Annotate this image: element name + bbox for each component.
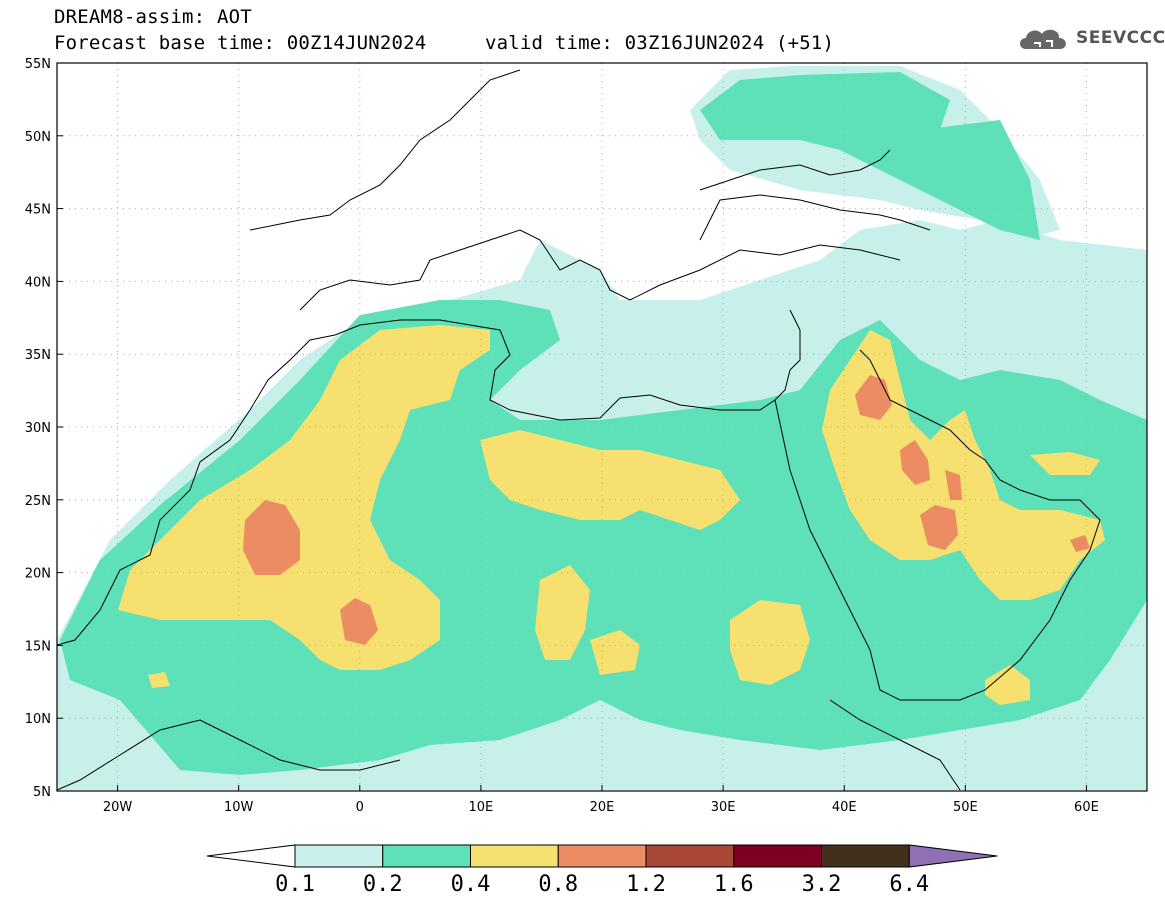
colorbar-swatch <box>821 844 910 868</box>
longitude-labels: 20W 10W 0 10E 20E 30E 40E 50E 60E <box>103 785 1099 815</box>
colorbar-swatch <box>733 844 822 868</box>
colorbar: 0.1 0.2 0.4 0.8 1.2 1.6 3.2 6.4 <box>206 844 998 897</box>
graticule <box>57 63 1147 791</box>
colorbar-max-arrow <box>908 844 998 868</box>
lon-tick-label: 40E <box>832 800 857 815</box>
colorbar-swatch <box>294 844 384 868</box>
lat-tick-label: 15N <box>25 639 51 654</box>
seevccc-logo: SEEVCCC <box>1016 22 1165 54</box>
cloud-icon <box>1020 29 1066 49</box>
lon-tick-label: 20E <box>590 800 615 815</box>
lat-tick-label: 55N <box>25 57 51 72</box>
colorbar-swatch <box>557 844 647 868</box>
map-title: DREAM8-assim: AOT <box>54 6 252 28</box>
colorbar-label: 0.2 <box>363 872 403 897</box>
valid-time: valid time: 03Z16JUN2024 (+51) <box>485 32 835 54</box>
lat-tick-label: 40N <box>25 275 51 290</box>
lon-tick-label: 10W <box>224 800 254 815</box>
lat-tick-label: 10N <box>25 712 51 727</box>
logo-text: SEEVCCC <box>1076 28 1165 48</box>
lat-tick-label: 50N <box>25 130 51 145</box>
lon-tick-label: 50E <box>953 800 978 815</box>
colorbar-label: 0.8 <box>538 872 578 897</box>
lat-tick-label: 30N <box>25 421 51 436</box>
lon-tick-label: 60E <box>1074 800 1099 815</box>
latitude-labels: 55N 50N 45N 40N 35N 30N 25N 20N 15N 10N 5N <box>25 57 63 800</box>
lat-tick-label: 25N <box>25 494 51 509</box>
colorbar-min-arrow <box>206 844 296 868</box>
lat-tick-label: 5N <box>33 785 51 800</box>
colorbar-label: 1.6 <box>714 872 754 897</box>
lon-tick-label: 30E <box>711 800 736 815</box>
lat-tick-label: 45N <box>25 203 51 218</box>
colorbar-label: 0.1 <box>275 872 315 897</box>
forecast-base-time: Forecast base time: 00Z14JUN2024 <box>54 32 427 54</box>
colorbar-swatch <box>382 844 471 868</box>
aot-band-0.8 <box>243 375 1090 645</box>
colorbar-swatch <box>470 844 559 868</box>
colorbar-label: 1.2 <box>626 872 666 897</box>
colorbar-label: 3.2 <box>802 872 842 897</box>
lon-tick-label: 0 <box>356 800 364 815</box>
lon-tick-label: 10E <box>469 800 494 815</box>
lat-tick-label: 20N <box>25 567 51 582</box>
coastlines <box>57 69 1101 791</box>
colorbar-label: 6.4 <box>889 872 929 897</box>
lon-tick-label: 20W <box>103 800 133 815</box>
colorbar-label: 0.4 <box>451 872 491 897</box>
colorbar-swatch <box>645 844 735 868</box>
lat-tick-label: 35N <box>25 348 51 363</box>
